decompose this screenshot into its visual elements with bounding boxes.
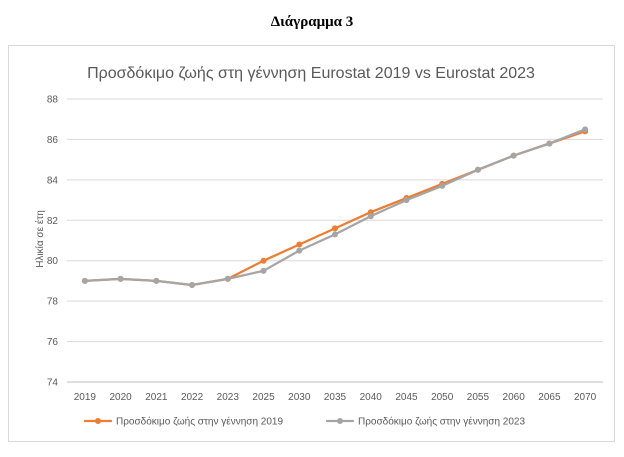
legend-label: Προσδόκιμο ζωής στην γέννηση 2019 [116, 416, 283, 428]
grid-layer [67, 98, 603, 383]
data-point [224, 275, 231, 282]
legend-item: Προσδόκιμο ζωής στην γέννηση 2023 [325, 416, 525, 428]
y-tick-label: 86 [47, 135, 59, 146]
data-point [367, 213, 374, 220]
data-point [153, 277, 160, 284]
x-tick-label: 2050 [431, 392, 454, 403]
series-line [83, 128, 587, 287]
data-point [439, 182, 446, 189]
legend-item: Προσδόκιμο ζωής στην γέννηση 2019 [83, 416, 283, 428]
data-point [117, 275, 124, 282]
y-tick-label: 76 [47, 337, 59, 348]
document-caption: Διάγραμμα 3 [270, 14, 354, 30]
line-chart: Προσδόκιμο ζωής στη γέννηση Eurostat 201… [34, 65, 603, 428]
x-tick-label: 2030 [288, 392, 311, 403]
series-line [83, 130, 587, 287]
data-point [510, 152, 517, 159]
x-tick-label: 2045 [395, 392, 418, 403]
y-tick-label: 74 [47, 378, 59, 389]
data-point [81, 277, 88, 284]
x-tick-label: 2025 [252, 392, 275, 403]
x-tick-labels: 2019 2020 2021 2022 2023 2025 2030 2035 2040 2045… [74, 392, 597, 403]
legend-swatch-marker [95, 418, 101, 424]
series-2 [81, 126, 589, 288]
data-point [474, 166, 481, 173]
legend-swatch-marker [337, 418, 343, 424]
x-tick-label: 2040 [360, 392, 383, 403]
data-point [296, 241, 303, 248]
chart-title: Προσδόκιμο ζωής στη γέννηση Eurostat 201… [87, 65, 535, 82]
data-point [403, 197, 410, 204]
data-point [546, 140, 553, 147]
x-tick-label: 2020 [109, 392, 132, 403]
legend-label: Προσδόκιμο ζωής στην γέννηση 2023 [358, 416, 525, 428]
x-tick-label: 2023 [217, 392, 240, 403]
data-point [260, 267, 267, 274]
series-layer [81, 126, 589, 288]
x-tick-label: 2022 [181, 392, 204, 403]
legend: Προσδόκιμο ζωής στην γέννηση 2019 Προσδόκ… [83, 416, 525, 428]
y-tick-label: 82 [47, 216, 59, 227]
data-point [582, 126, 589, 133]
y-axis-title: Ηλικία σε έτη [34, 210, 46, 268]
chart-frame: Προσδόκιμο ζωής στη γέννηση Eurostat 201… [8, 45, 615, 442]
x-tick-label: 2019 [74, 392, 97, 403]
x-tick-label: 2035 [324, 392, 347, 403]
data-point [260, 257, 267, 264]
data-point [332, 231, 338, 238]
y-tick-label: 80 [47, 256, 59, 267]
y-tick-label: 88 [47, 95, 59, 106]
series-1 [81, 128, 589, 288]
y-tick-label: 78 [47, 297, 59, 308]
data-point [332, 225, 338, 232]
x-tick-label: 2060 [503, 392, 526, 403]
data-point [296, 247, 303, 254]
x-tick-label: 2021 [145, 392, 168, 403]
x-tick-label: 2055 [467, 392, 490, 403]
x-tick-label: 2065 [538, 392, 561, 403]
y-tick-labels: 74 76 78 80 82 84 86 88 [47, 95, 59, 389]
data-point [189, 281, 196, 288]
x-tick-label: 2070 [574, 392, 597, 403]
y-tick-label: 84 [47, 175, 59, 186]
